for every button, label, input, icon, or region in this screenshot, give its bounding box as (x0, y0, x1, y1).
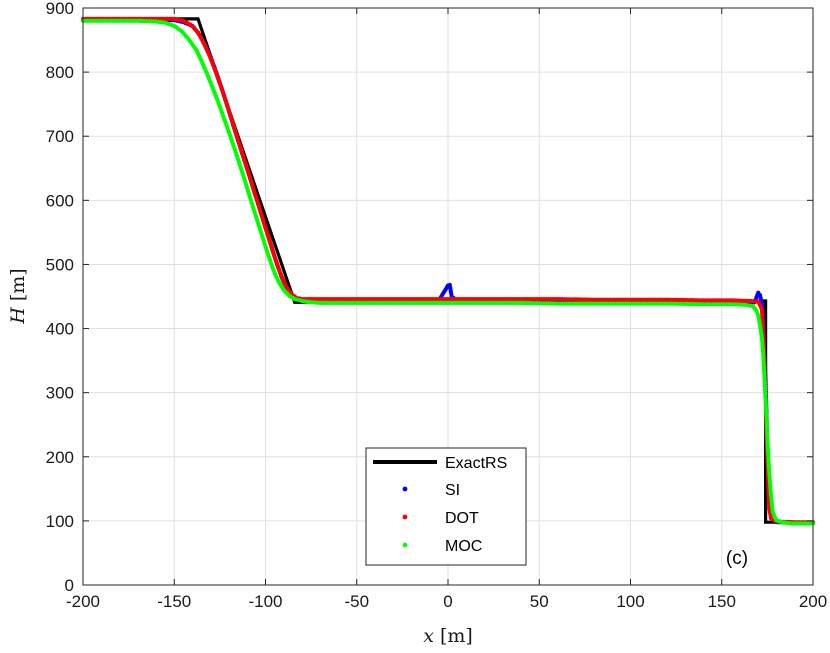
grid-lines (83, 8, 813, 585)
legend-swatch-moc (402, 542, 408, 548)
x-tick-label: 100 (616, 592, 644, 611)
legend-label-moc: MOC (445, 538, 482, 555)
legend-swatch-si (402, 486, 408, 492)
legend-label-si: SI (445, 482, 460, 499)
legend-label-exactrs: ExactRS (445, 455, 507, 472)
plot-series (80, 16, 816, 526)
y-tick-label: 200 (46, 448, 74, 467)
y-tick-label: 700 (46, 127, 74, 146)
y-tick-label: 100 (46, 512, 74, 531)
y-tick-label: 400 (46, 320, 74, 339)
x-tick-label: -150 (157, 592, 191, 611)
x-tick-label: -200 (66, 592, 100, 611)
x-tick-label: 200 (799, 592, 827, 611)
y-tick-label: 600 (46, 191, 74, 210)
legend-box (365, 447, 527, 566)
y-tick-label: 0 (65, 576, 74, 595)
x-tick-label: 150 (708, 592, 736, 611)
y-tick-label: 800 (46, 63, 74, 82)
x-tick-label: 0 (443, 592, 452, 611)
y-axis-label: H[m] (7, 268, 29, 324)
y-tick-label: 900 (46, 0, 74, 18)
y-tick-label: 300 (46, 384, 74, 403)
x-tick-label: 50 (530, 592, 549, 611)
legend: ExactRS SI DOT MOC (365, 447, 527, 566)
x-tick-label: -100 (248, 592, 282, 611)
y-tick-label: 500 (46, 255, 74, 274)
legend-label-dot: DOT (445, 510, 479, 527)
axis-ticks: -200 -150 -100 -50 0 50 100 150 200 0 100 200 300 400… (46, 0, 828, 611)
series-markers-moc (80, 18, 816, 526)
x-axis-label: x [m] (423, 625, 473, 647)
x-tick-label: -50 (344, 592, 369, 611)
panel-label: (c) (726, 548, 748, 569)
legend-swatch-dot (402, 514, 408, 520)
